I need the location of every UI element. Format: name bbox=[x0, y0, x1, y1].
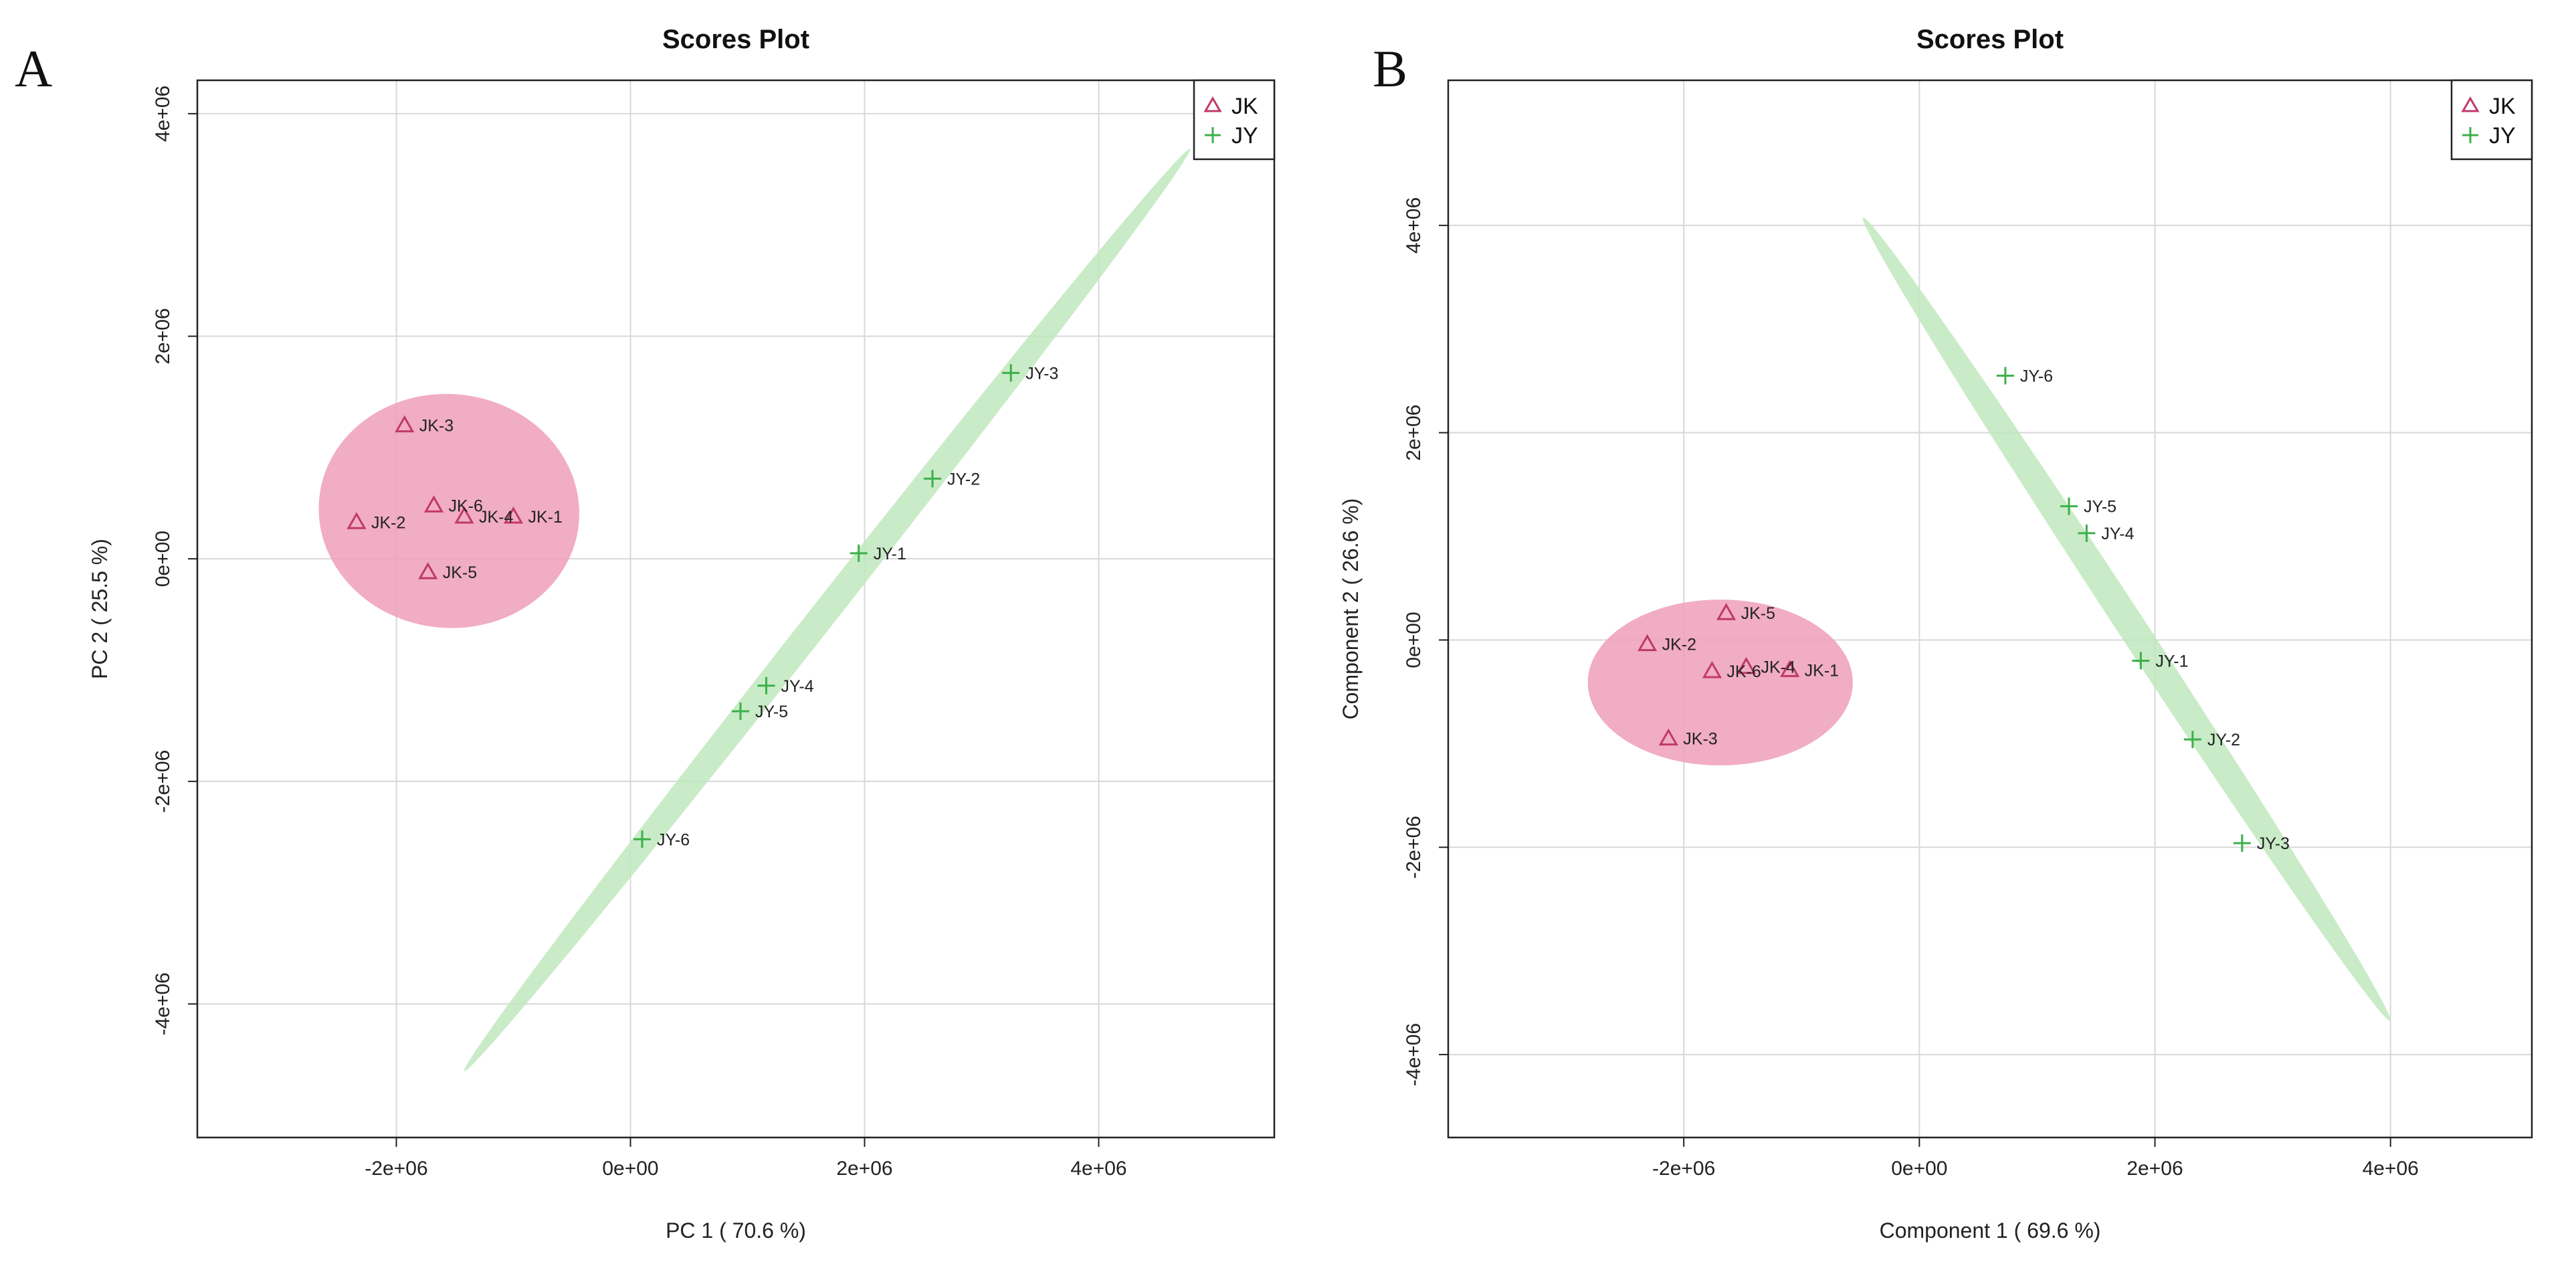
chart-b: -2e+06 0e+00 2e+06 4e+06 -4e+06 -2e+06 0e+00 2e… bbox=[1339, 25, 2533, 1243]
point-jk-6-b bbox=[1702, 660, 1722, 678]
point-label-jy-5-a: JY-5 bbox=[755, 703, 788, 721]
point-jk-1-a bbox=[503, 506, 524, 524]
legend-label-jk-a: JK bbox=[1231, 94, 1258, 119]
x-tick-label-a-0: -2e+06 bbox=[365, 1158, 427, 1180]
y-axis-label-a: PC 2 ( 25.5 %) bbox=[88, 539, 112, 679]
point-label-jk-4-a: JK-4 bbox=[479, 508, 514, 527]
point-jk-4-a bbox=[454, 506, 474, 524]
y-tick-label-a-1: -2e+06 bbox=[152, 750, 174, 813]
chart-title-a: Scores Plot bbox=[662, 25, 809, 54]
legend-marker-jk-a bbox=[1203, 96, 1222, 112]
legend-label-jy-a: JY bbox=[1231, 123, 1258, 149]
point-label-jy-6-a: JY-6 bbox=[657, 830, 690, 849]
y-tick-label-b-1: -2e+06 bbox=[1403, 816, 1425, 879]
ellipse-jy-a bbox=[464, 149, 1191, 1071]
point-label-jy-1-b: JY-1 bbox=[2155, 652, 2188, 670]
y-tick-label-a-2: 0e+00 bbox=[152, 531, 174, 587]
point-jy-5-a bbox=[732, 703, 749, 721]
plot-frame-a bbox=[196, 79, 1276, 1139]
point-jk-4-b bbox=[1736, 656, 1757, 674]
y-tick-label-a-0: -4e+06 bbox=[152, 972, 174, 1035]
chart-title-b: Scores Plot bbox=[1916, 25, 2064, 54]
point-label-jy-1-a: JY-1 bbox=[874, 545, 906, 563]
point-jk-3-b bbox=[1658, 728, 1678, 746]
point-jy-6-a bbox=[633, 830, 651, 848]
legend-label-jk-b: JK bbox=[2489, 94, 2516, 119]
point-label-jy-6-b: JY-6 bbox=[2020, 367, 2053, 385]
point-jy-2-b bbox=[2183, 731, 2201, 749]
point-label-jk-6-a: JK-6 bbox=[449, 496, 483, 515]
x-tick-label-b-1: 0e+00 bbox=[1891, 1158, 1947, 1180]
x-tick-label-a-2: 2e+06 bbox=[836, 1158, 892, 1180]
point-jy-5-b bbox=[2060, 497, 2078, 515]
point-label-jk-3-a: JK-3 bbox=[419, 417, 454, 436]
y-tick-label-b-4: 4e+06 bbox=[1403, 197, 1425, 254]
y-tick-label-b-0: -4e+06 bbox=[1403, 1023, 1425, 1086]
y-tick-label-a-4: 4e+06 bbox=[152, 86, 174, 142]
point-jk-5-a bbox=[418, 562, 438, 579]
point-jy-4-a bbox=[757, 676, 775, 695]
x-tick-label-a-3: 4e+06 bbox=[1070, 1158, 1126, 1180]
point-label-jk-3-b: JK-3 bbox=[1683, 730, 1717, 749]
x-axis-label-b: Component 1 ( 69.6 %) bbox=[1880, 1218, 2101, 1243]
y-axis-label-b: Component 2 ( 26.6 %) bbox=[1339, 498, 1363, 720]
point-label-jy-3-b: JY-3 bbox=[2257, 834, 2290, 853]
y-tick-label-a-3: 2e+06 bbox=[152, 308, 174, 364]
point-label-jy-2-b: JY-2 bbox=[2207, 731, 2240, 749]
point-jy-3-a bbox=[1002, 364, 1020, 382]
point-jy-2-a bbox=[924, 470, 941, 488]
point-label-jk-5-b: JK-5 bbox=[1741, 604, 1775, 623]
x-tick-label-a-1: 0e+00 bbox=[602, 1158, 658, 1180]
x-tick-label-b-3: 4e+06 bbox=[2363, 1158, 2419, 1180]
point-label-jk-4-b: JK-4 bbox=[1761, 658, 1796, 677]
ellipse-jy-b bbox=[1862, 217, 2391, 1021]
x-tick-label-b-2: 2e+06 bbox=[2126, 1158, 2183, 1180]
plot-frame-b bbox=[1447, 79, 2533, 1139]
legend-marker-jy-a bbox=[1205, 127, 1221, 143]
panel-label-a: A bbox=[15, 39, 53, 98]
point-jk-1-b bbox=[1780, 660, 1800, 677]
point-jy-1-b bbox=[2132, 652, 2150, 670]
legend-label-jy-b: JY bbox=[2489, 123, 2516, 149]
point-label-jy-5-b: JY-5 bbox=[2084, 498, 2116, 517]
point-label-jk-2-a: JK-2 bbox=[371, 513, 405, 532]
y-tick-label-b-3: 2e+06 bbox=[1403, 405, 1425, 461]
point-label-jk-1-a: JK-1 bbox=[528, 508, 563, 527]
point-label-jy-2-a: JY-2 bbox=[947, 470, 980, 488]
point-jy-4-b bbox=[2078, 524, 2096, 542]
legend-marker-jy-b bbox=[2462, 127, 2478, 143]
point-label-jk-2-b: JK-2 bbox=[1662, 636, 1696, 654]
point-label-jy-4-a: JY-4 bbox=[781, 677, 814, 696]
panel-label-b: B bbox=[1373, 39, 1408, 98]
point-label-jy-4-b: JY-4 bbox=[2101, 525, 2134, 543]
point-label-jy-3-a: JY-3 bbox=[1025, 364, 1058, 383]
ellipse-jk-b bbox=[1587, 600, 1853, 765]
legend-marker-jk-b bbox=[2461, 96, 2480, 112]
point-label-jk-5-a: JK-5 bbox=[443, 563, 477, 582]
point-label-jk-1-b: JK-1 bbox=[1805, 661, 1839, 680]
point-jk-6-a bbox=[423, 495, 444, 513]
point-jk-3-a bbox=[395, 415, 415, 433]
point-jy-6-b bbox=[1996, 367, 2014, 385]
point-jk-5-b bbox=[1716, 603, 1737, 620]
x-axis-label-a: PC 1 ( 70.6 %) bbox=[666, 1218, 806, 1243]
legend-box-b bbox=[2450, 79, 2533, 161]
ellipse-jk-a bbox=[318, 393, 579, 628]
point-jy-3-b bbox=[2233, 834, 2251, 852]
chart-a: -2e+06 0e+00 2e+06 4e+06 -4e+06 -2e+06 0e+00 2e… bbox=[88, 25, 1276, 1243]
point-jy-1-a bbox=[850, 544, 868, 562]
point-jk-2-b bbox=[1638, 634, 1658, 652]
legend-box-a bbox=[1193, 79, 1276, 161]
x-tick-label-b-0: -2e+06 bbox=[1652, 1158, 1715, 1180]
y-tick-label-b-2: 0e+00 bbox=[1403, 612, 1425, 668]
point-jk-2-a bbox=[346, 512, 367, 529]
point-label-jk-6-b: JK-6 bbox=[1726, 662, 1761, 681]
